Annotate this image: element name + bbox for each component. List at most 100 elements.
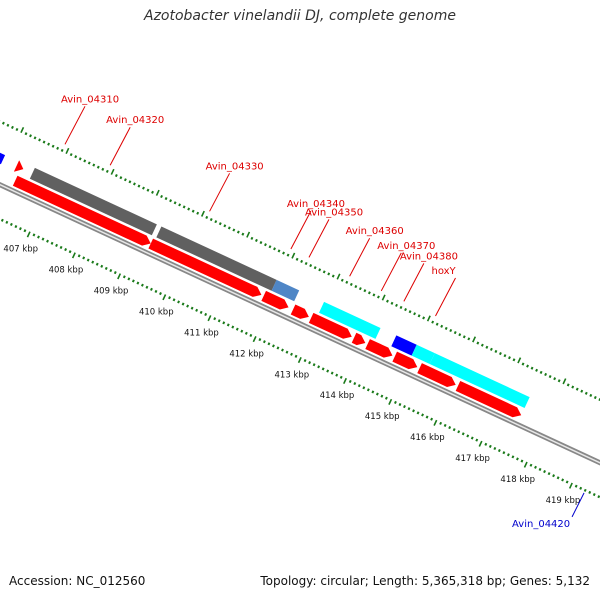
feature-cds-15[interactable] <box>365 339 393 358</box>
minor-tick <box>255 238 258 243</box>
feature-cds-reverse-3[interactable] <box>156 226 277 291</box>
major-tick <box>478 440 483 447</box>
feature-cds-12[interactable] <box>290 304 309 319</box>
minor-tick <box>114 174 118 178</box>
gene-label[interactable]: hoxY <box>431 266 456 277</box>
minor-tick <box>294 354 298 358</box>
minor-tick <box>308 361 312 365</box>
minor-tick <box>440 324 444 328</box>
feature-cds-16[interactable] <box>392 351 418 370</box>
gene-label[interactable]: Avin_04340 <box>287 199 345 210</box>
minor-tick <box>422 316 426 320</box>
minor-tick <box>583 488 587 492</box>
minor-tick <box>286 253 290 257</box>
minor-tick <box>181 302 185 306</box>
major-tick <box>472 336 477 343</box>
minor-tick <box>330 371 334 375</box>
scale-label: 407 kbp <box>3 245 38 255</box>
minor-tick <box>213 317 217 321</box>
minor-tick <box>46 239 49 243</box>
scale-label: 410 kbp <box>139 307 174 317</box>
scale-label: 408 kbp <box>49 266 84 276</box>
minor-tick <box>199 310 203 314</box>
minor-tick <box>142 186 145 190</box>
feature-trna-5[interactable] <box>319 301 381 339</box>
gene-label[interactable]: Avin_04350 <box>305 207 363 218</box>
minor-tick <box>584 391 588 395</box>
minor-tick <box>159 291 162 296</box>
gene-label-leader <box>380 252 402 292</box>
feature-cds-11[interactable] <box>261 290 289 310</box>
minor-tick <box>592 493 596 497</box>
gene-label[interactable]: Avin_04420 <box>512 519 570 530</box>
minor-tick <box>489 347 493 351</box>
feature-track[interactable] <box>0 94 530 418</box>
major-tick <box>517 357 522 364</box>
major-tick <box>252 336 257 343</box>
minor-tick <box>137 184 141 188</box>
gene-label[interactable]: Avin_04320 <box>106 115 164 126</box>
feature-cds-reverse-2[interactable] <box>29 167 157 236</box>
gene-label[interactable]: Avin_04330 <box>206 161 264 172</box>
scale-label: 415 kbp <box>365 412 400 422</box>
feature-cds-10[interactable] <box>148 238 262 297</box>
scale-label: 419 kbp <box>546 496 581 506</box>
minor-tick <box>529 463 533 467</box>
minor-tick <box>444 326 448 330</box>
minor-tick <box>470 436 474 440</box>
scale-label: 414 kbp <box>320 391 355 401</box>
minor-tick <box>526 364 529 368</box>
minor-tick <box>476 341 480 345</box>
feature-trna-7[interactable] <box>411 344 435 365</box>
minor-tick <box>566 383 570 387</box>
gene-label[interactable]: Avin_04380 <box>400 251 458 262</box>
minor-tick <box>497 449 501 453</box>
minor-tick <box>127 277 131 281</box>
minor-tick <box>169 199 173 203</box>
minor-tick <box>345 280 349 284</box>
minor-tick <box>145 285 149 289</box>
minor-tick <box>11 125 14 129</box>
minor-tick <box>394 400 397 404</box>
minor-tick <box>196 211 200 215</box>
minor-tick <box>502 451 506 455</box>
feature-highlight-4[interactable] <box>271 279 300 302</box>
minor-tick <box>543 469 546 474</box>
minor-tick <box>548 375 552 379</box>
feature-cds-1[interactable] <box>14 160 24 172</box>
feature-cds-9[interactable] <box>12 175 151 246</box>
minor-tick <box>83 159 87 163</box>
minor-tick <box>589 393 593 397</box>
feature-cds-18[interactable] <box>455 380 522 418</box>
gene-label[interactable]: Avin_04310 <box>61 94 119 105</box>
feature-rrna-0[interactable] <box>0 94 6 165</box>
minor-tick <box>340 278 344 282</box>
minor-tick <box>9 222 13 227</box>
minor-tick <box>64 248 68 252</box>
minor-tick <box>177 300 180 304</box>
minor-tick <box>326 369 330 373</box>
minor-tick <box>318 268 322 272</box>
feature-cds-14[interactable] <box>351 332 366 346</box>
feature-trna-8[interactable] <box>429 353 530 408</box>
minor-tick <box>86 258 90 262</box>
minor-tick <box>309 264 313 268</box>
feature-cds-17[interactable] <box>417 363 456 387</box>
feature-cds-13[interactable] <box>308 312 352 339</box>
minor-tick <box>290 352 293 356</box>
minor-tick <box>190 306 194 310</box>
minor-tick <box>362 386 366 390</box>
minor-tick <box>56 146 60 150</box>
gene-label[interactable]: Avin_04370 <box>377 241 435 252</box>
minor-tick <box>579 486 583 490</box>
minor-tick <box>240 329 244 333</box>
minor-tick <box>488 444 492 448</box>
minor-tick <box>439 421 443 425</box>
minor-tick <box>87 161 91 165</box>
gene-label[interactable]: Avin_04360 <box>346 226 404 237</box>
feature-rrna-6[interactable] <box>391 335 417 356</box>
gene-labels[interactable]: Avin_04310 Avin_04320 Avin_04330 Avin_04340… <box>61 94 585 530</box>
major-tick <box>562 378 567 385</box>
minor-tick <box>151 190 154 194</box>
